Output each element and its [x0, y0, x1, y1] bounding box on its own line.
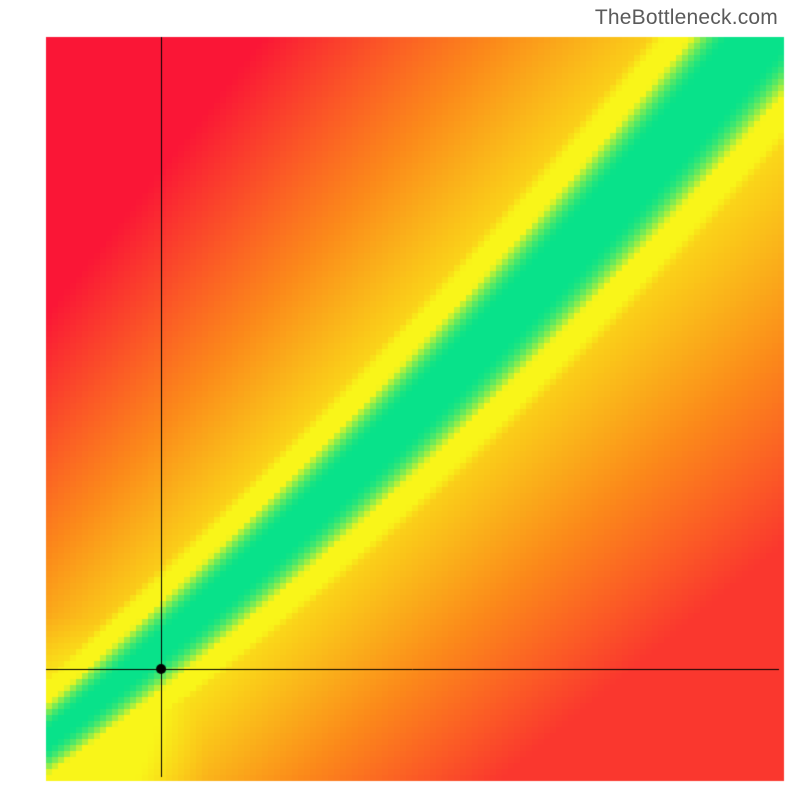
watermark-text: TheBottleneck.com: [595, 6, 778, 30]
chart-container: TheBottleneck.com: [0, 0, 800, 800]
heatmap-canvas: [0, 0, 800, 800]
